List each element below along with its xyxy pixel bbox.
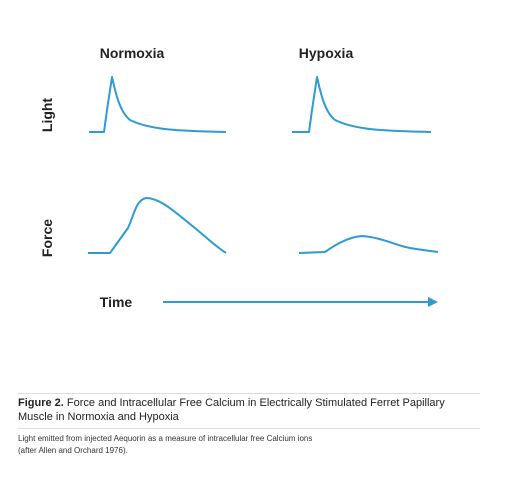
caption: Figure 2. Force and Intracellular Free C…	[18, 393, 480, 429]
trace	[298, 235, 439, 254]
arrow-head	[428, 297, 438, 307]
caption-label: Figure 2.	[18, 397, 64, 409]
trace	[89, 76, 227, 133]
row-label: Force	[39, 219, 55, 257]
row-label: Light	[39, 98, 55, 133]
note-line: Light emitted from injected Aequorin as …	[18, 434, 313, 443]
note-line: (after Allen and Orchard 1976).	[18, 446, 128, 455]
diagram: Normoxia Hypoxia Light Force Time	[39, 45, 439, 310]
trace	[88, 197, 227, 254]
axis-label: Time	[100, 294, 133, 310]
trace	[292, 76, 432, 133]
note: Light emitted from injected Aequorin as …	[18, 433, 488, 457]
caption-text: Force and Intracellular Free Calcium in …	[18, 397, 445, 423]
column-label: Normoxia	[100, 45, 165, 61]
column-label: Hypoxia	[299, 45, 354, 61]
